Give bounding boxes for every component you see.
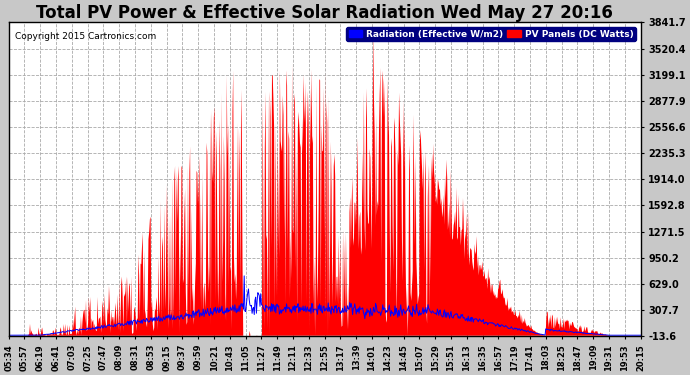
Legend: Radiation (Effective W/m2), PV Panels (DC Watts): Radiation (Effective W/m2), PV Panels (D…: [346, 27, 636, 41]
Text: Copyright 2015 Cartronics.com: Copyright 2015 Cartronics.com: [15, 32, 156, 41]
Title: Total PV Power & Effective Solar Radiation Wed May 27 20:16: Total PV Power & Effective Solar Radiati…: [36, 4, 613, 22]
